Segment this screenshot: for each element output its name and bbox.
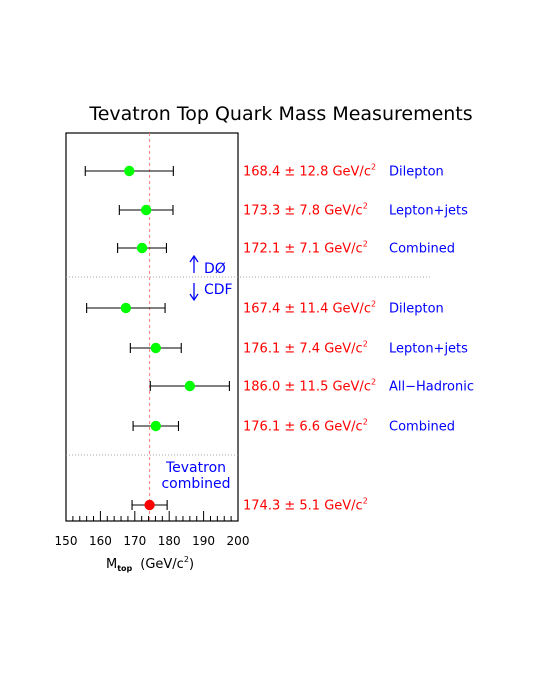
data-point <box>124 165 135 177</box>
chart-title: Tevatron Top Quark Mass Measurements <box>88 103 472 125</box>
measurement-7: 176.1 ± 6.6 GeV/c2 Combined <box>132 418 455 435</box>
data-point <box>150 420 161 432</box>
data-point <box>136 242 148 254</box>
measurement-label: Lepton+jets <box>389 342 468 357</box>
x-tick-label: 150 <box>55 534 78 548</box>
cdf-label: CDF <box>204 282 233 298</box>
value-label: 167.4 ± 11.4 GeV/c2 <box>243 300 376 317</box>
value-label: 168.4 ± 12.8 GeV/c2 <box>243 163 376 180</box>
x-tick-label: 160 <box>89 534 112 548</box>
value-label: 173.3 ± 7.8 GeV/c2 <box>243 202 368 219</box>
measurement-label: Dilepton <box>389 302 444 317</box>
measurement-4: 167.4 ± 11.4 GeV/c2 Dilepton <box>86 300 444 317</box>
x-tick-label: 200 <box>227 534 250 548</box>
tevatron-label-line2: combined <box>161 476 230 492</box>
measurement-5: 176.1 ± 7.4 GeV/c2 Lepton+jets <box>129 340 468 357</box>
measurement-1: 168.4 ± 12.8 GeV/c2 Dilepton <box>84 163 444 180</box>
value-label: 172.1 ± 7.1 GeV/c2 <box>243 240 368 257</box>
x-tick-label: 190 <box>192 534 215 548</box>
arrow-up-icon <box>189 254 199 273</box>
arrow-down-icon <box>189 283 199 302</box>
value-label: 176.1 ± 6.6 GeV/c2 <box>243 418 368 435</box>
measurement-label: Combined <box>389 242 455 257</box>
data-point <box>120 302 132 314</box>
measurement-3: 172.1 ± 7.1 GeV/c2 Combined <box>117 240 455 257</box>
value-label: 186.0 ± 11.5 GeV/c2 <box>243 378 376 395</box>
d0-label: DØ <box>204 261 226 277</box>
data-point <box>140 204 152 216</box>
measurement-8: 174.3 ± 5.1 GeV/c2 <box>131 497 368 514</box>
x-axis-label: Mtop (GeV/c2) <box>106 555 194 573</box>
value-label: 176.1 ± 7.4 GeV/c2 <box>243 340 368 357</box>
data-point <box>144 499 155 511</box>
x-tick-label: 180 <box>158 534 181 548</box>
measurement-label: All−Hadronic <box>389 380 474 395</box>
data-point <box>150 342 161 354</box>
tevatron-label-line1: Tevatron <box>165 460 226 476</box>
plot-frame <box>65 132 239 522</box>
measurement-label: Lepton+jets <box>389 204 468 219</box>
measurement-2: 173.3 ± 7.8 GeV/c2 Lepton+jets <box>118 202 468 219</box>
measurement-label: Dilepton <box>389 165 444 180</box>
measurement-label: Combined <box>389 420 455 435</box>
x-tick-label: 170 <box>123 534 146 548</box>
data-point <box>184 380 196 392</box>
measurement-6: 186.0 ± 11.5 GeV/c2 All−Hadronic <box>149 378 474 395</box>
value-label: 174.3 ± 5.1 GeV/c2 <box>243 497 368 514</box>
